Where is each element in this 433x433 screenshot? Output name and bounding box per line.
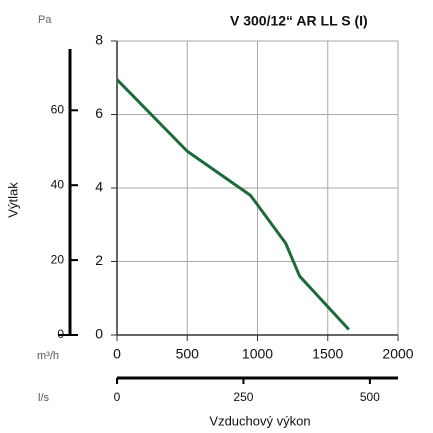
y2-tick-label: 40	[51, 177, 65, 191]
x-tick-label: 0	[113, 346, 121, 362]
x-tick-label: 1500	[312, 346, 343, 362]
y2-tick-label: 20	[51, 252, 65, 266]
x2-unit: l/s	[38, 392, 50, 404]
x2-tick-label: 0	[114, 390, 121, 404]
y-tick-label: 2	[95, 252, 103, 268]
y2-tick-label: 60	[51, 102, 65, 116]
x-axis-label: Vzduchový výkon	[209, 413, 310, 428]
x-tick-label: 2000	[382, 346, 413, 362]
y-tick-label: 8	[95, 32, 103, 48]
y-tick-label: 0	[95, 326, 103, 342]
x-unit: m³/h	[37, 350, 59, 362]
y2-unit: Pa	[38, 14, 52, 26]
x2-tick-label: 500	[360, 390, 380, 404]
y-axis-label: Výtlak	[5, 182, 20, 218]
x-tick-label: 1000	[242, 346, 273, 362]
y-tick-label: 4	[95, 179, 103, 195]
x-tick-label: 500	[176, 346, 200, 362]
y-tick-label: 6	[95, 105, 103, 121]
chart-title: V 300/12“ AR LL S (I)	[230, 13, 368, 29]
x2-tick-label: 250	[233, 390, 253, 404]
curve	[115, 78, 350, 331]
